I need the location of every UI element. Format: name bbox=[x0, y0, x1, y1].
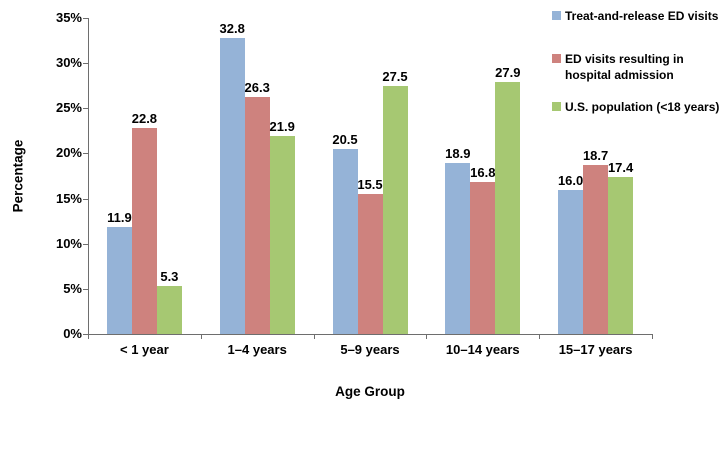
y-tick-mark bbox=[83, 63, 88, 65]
bar-value-label: 15.5 bbox=[357, 177, 383, 193]
y-tick-label: 15% bbox=[55, 190, 82, 206]
bar bbox=[382, 85, 408, 334]
legend-item: ED visits resulting in hospital admissio… bbox=[552, 51, 684, 83]
bar bbox=[558, 189, 584, 334]
legend-item: U.S. population (<18 years) bbox=[552, 99, 719, 115]
bar bbox=[156, 286, 182, 334]
x-tick-mark bbox=[200, 334, 202, 339]
legend-item: Treat-and-release ED visits bbox=[552, 8, 718, 24]
bar-value-label: 22.8 bbox=[131, 111, 158, 127]
bar-value-label: 20.5 bbox=[332, 131, 358, 147]
legend-swatch-icon bbox=[552, 11, 561, 20]
bar bbox=[357, 194, 383, 334]
bar-value-label: 17.4 bbox=[607, 159, 634, 175]
y-axis-title: Percentage bbox=[10, 139, 26, 213]
bar bbox=[244, 96, 270, 334]
bar-value-label: 5.3 bbox=[160, 269, 179, 285]
x-tick-mark bbox=[539, 334, 541, 339]
bar bbox=[608, 176, 634, 334]
y-tick-label: 25% bbox=[55, 100, 82, 116]
x-tick-mark bbox=[88, 334, 89, 339]
x-category-label: 5–9 years bbox=[340, 342, 400, 357]
bar-value-label: 32.8 bbox=[219, 20, 245, 36]
bar-value-label: 27.5 bbox=[382, 68, 408, 84]
y-tick-label: 20% bbox=[55, 145, 82, 161]
y-tick-mark bbox=[83, 153, 88, 155]
plot-area bbox=[88, 18, 653, 335]
bar bbox=[131, 128, 157, 334]
y-tick-label: 35% bbox=[55, 10, 82, 25]
y-tick-mark bbox=[83, 198, 88, 200]
x-tick-mark bbox=[313, 334, 315, 339]
bar-value-label: 27.9 bbox=[495, 65, 521, 81]
bar bbox=[332, 148, 358, 334]
bar-value-label: 11.9 bbox=[107, 209, 132, 225]
x-axis-title: Age Group bbox=[335, 384, 405, 399]
x-category-label: 10–14 years bbox=[445, 342, 520, 357]
bar bbox=[106, 226, 132, 334]
bar-value-label: 16.0 bbox=[557, 172, 584, 188]
y-tick-label: 10% bbox=[55, 235, 82, 251]
x-category-label: 1–4 years bbox=[227, 342, 287, 357]
y-tick-mark bbox=[83, 18, 88, 19]
bar-value-label: 16.8 bbox=[470, 165, 496, 181]
x-tick-mark bbox=[426, 334, 428, 339]
legend-label: U.S. population (<18 years) bbox=[565, 100, 720, 114]
y-tick-mark bbox=[83, 334, 88, 335]
y-tick-label: 5% bbox=[63, 280, 82, 296]
y-tick-label: 30% bbox=[55, 55, 82, 71]
bar bbox=[219, 37, 245, 334]
y-tick-mark bbox=[83, 288, 88, 290]
bar bbox=[495, 82, 521, 334]
y-tick-mark bbox=[83, 108, 88, 110]
bar-value-label: 21.9 bbox=[269, 119, 295, 135]
legend-label: Treat-and-release ED visits bbox=[565, 9, 719, 23]
legend-label: ED visits resulting in hospital admissio… bbox=[565, 52, 684, 82]
bar bbox=[470, 182, 496, 334]
bar bbox=[269, 136, 295, 334]
y-tick-mark bbox=[83, 243, 88, 245]
bar-value-label: 26.3 bbox=[244, 79, 270, 95]
bar-value-label: 18.7 bbox=[582, 148, 609, 164]
x-tick-mark bbox=[652, 334, 653, 339]
x-category-label: 15–17 years bbox=[558, 342, 633, 357]
y-tick-label: 0% bbox=[63, 326, 82, 341]
x-category-label: < 1 year bbox=[120, 342, 169, 357]
bar bbox=[583, 165, 609, 334]
bar bbox=[445, 163, 471, 334]
legend-swatch-icon bbox=[552, 102, 561, 111]
bar-value-label: 18.9 bbox=[445, 146, 471, 162]
legend-swatch-icon bbox=[552, 54, 561, 63]
